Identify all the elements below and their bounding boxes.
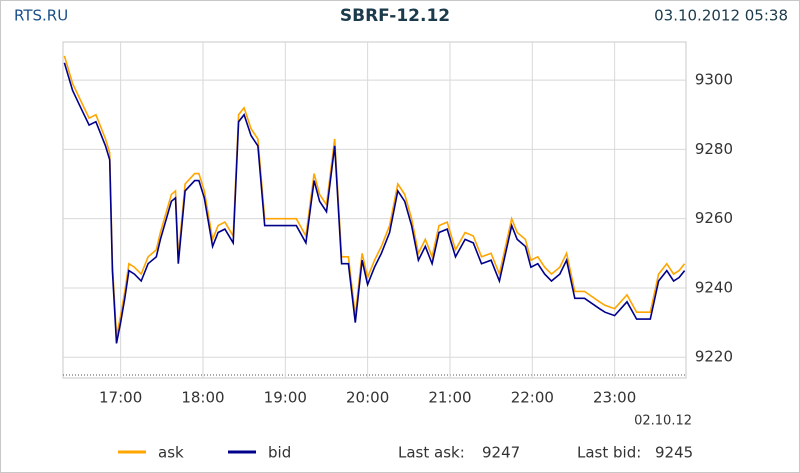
y-tick-label: 9280 [695,140,733,158]
x-tick-label: 20:00 [346,389,389,407]
x-tick-label: 23:00 [593,389,636,407]
last-bid: 9245 [655,444,693,462]
legend-label: ask [158,444,184,462]
line-bid [63,62,686,344]
last-bid-label: Last bid: [577,444,641,462]
last-ask: 9247 [482,444,520,462]
y-tick-label: 9260 [695,209,733,227]
last-ask-label: Last ask: [398,444,465,462]
timestamp: 03.10.2012 05:38 [654,7,788,25]
y-tick-label: 9220 [695,348,733,366]
plot-area [62,41,687,379]
x-tick-label: 22:00 [511,389,554,407]
date-label: 02.10.12 [634,414,692,429]
chart-title: SBRF-12.12 [340,6,450,26]
x-tick-label: 17:00 [99,389,142,407]
line-ask [63,55,686,337]
x-tick-label: 19:00 [264,389,307,407]
x-tick-label: 18:00 [181,389,224,407]
legend-label: bid [268,444,291,462]
y-tick-label: 9300 [695,71,733,89]
x-tick-label: 21:00 [428,389,471,407]
source: RTS.RU [14,7,68,25]
y-tick-label: 9240 [695,278,733,296]
